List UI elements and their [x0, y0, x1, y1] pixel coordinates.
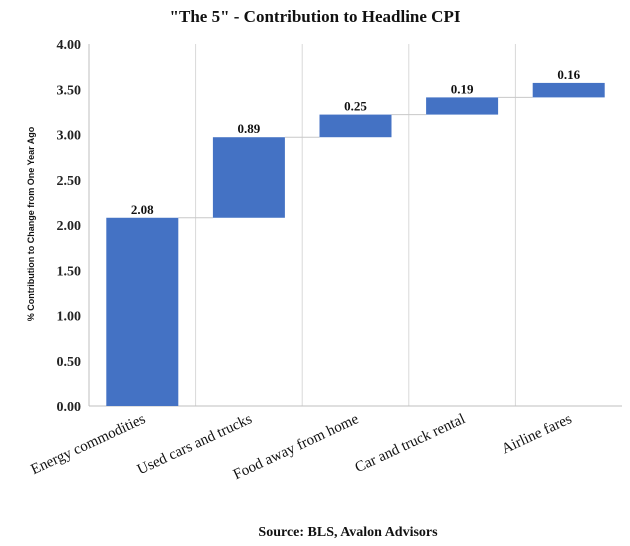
data-label: 0.16	[557, 67, 580, 82]
x-tick-label: Energy commodities	[29, 411, 149, 478]
data-label: 2.08	[131, 202, 154, 217]
data-label: 0.25	[344, 99, 367, 114]
y-tick-label: 2.00	[57, 219, 82, 234]
bar	[212, 137, 285, 218]
y-tick-label: 2.50	[57, 174, 82, 189]
bar	[106, 217, 179, 406]
x-tick-label: Car and truck rental	[353, 411, 468, 476]
connectors	[178, 96, 533, 219]
bar	[532, 82, 605, 98]
y-tick-label: 1.50	[57, 264, 82, 279]
bar	[319, 114, 392, 138]
y-axis-ticks: 0.00 0.50 1.00 1.50 2.00 2.50 3.00 3.50 4.00	[57, 38, 82, 415]
source-note: Source: BLS, Avalon Advisors	[258, 525, 438, 540]
y-tick-label: 3.50	[57, 83, 82, 98]
x-tick-label: Airline fares	[499, 411, 574, 457]
y-tick-label: 4.00	[57, 38, 82, 53]
y-axis-label: % Contribution to Change from One Year A…	[26, 126, 36, 321]
chart-title: "The 5" - Contribution to Headline CPI	[170, 7, 461, 26]
y-tick-label: 0.50	[57, 355, 82, 370]
y-tick-label: 3.00	[57, 129, 82, 144]
y-tick-label: 1.00	[57, 310, 82, 325]
data-label: 0.19	[451, 81, 474, 96]
y-tick-label: 0.00	[57, 400, 82, 415]
bars	[106, 82, 605, 406]
bar	[426, 97, 499, 115]
data-label: 0.89	[238, 121, 261, 136]
data-labels: 2.08 0.89 0.25 0.19 0.16	[131, 67, 581, 217]
